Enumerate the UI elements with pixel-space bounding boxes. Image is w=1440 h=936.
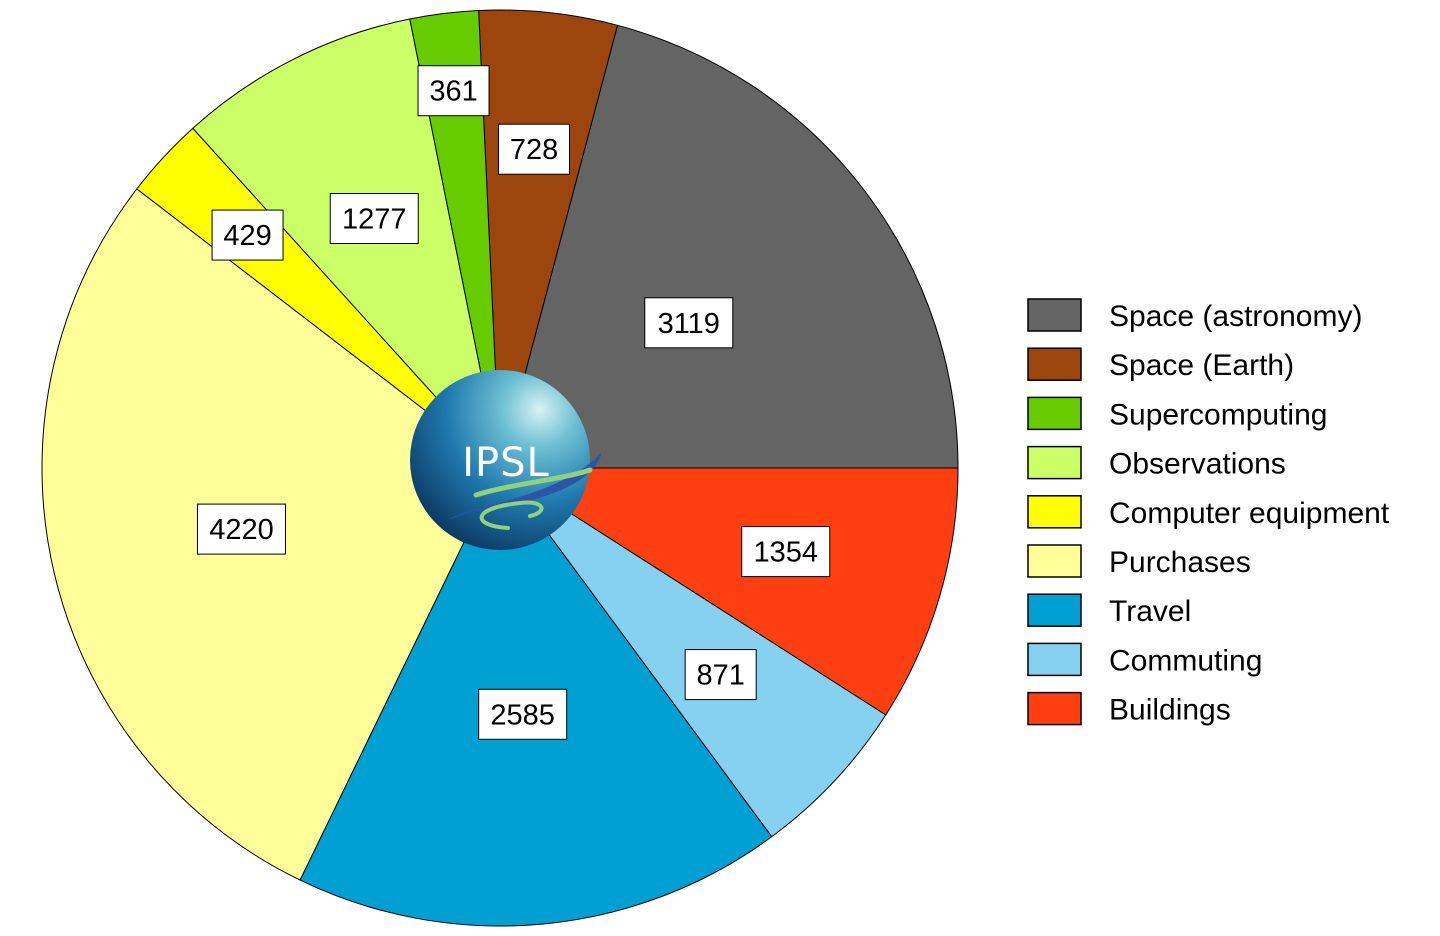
value-label-box (684, 649, 757, 701)
legend-item-space-astronomy: Space (astronomy) (1027, 298, 1362, 333)
legend-item-buildings: Buildings (1027, 691, 1231, 727)
value-label-space-earth: 728 (498, 123, 571, 175)
logo-globe (410, 370, 590, 550)
logo-swoosh-blue (448, 452, 602, 520)
legend-item-commuting: Commuting (1027, 642, 1262, 677)
value-label-box (644, 297, 734, 349)
slice-space-astronomy (499, 24, 959, 469)
legend-item-travel: Travel (1027, 593, 1191, 628)
legend-swatch (1027, 445, 1082, 480)
legend-item-observations: Observations (1027, 445, 1286, 481)
legend: Space (astronomy) Space (Earth) Supercompu… (1027, 298, 1390, 727)
legend-label: Travel (1109, 595, 1191, 628)
value-label-text: 1354 (753, 537, 818, 569)
slice-value-labels: 3119 728 361 1277 429 4220 2585 871 1354 (196, 65, 831, 740)
logo-swoosh-green-inner (479, 500, 544, 530)
value-label-box (498, 123, 571, 175)
value-label-buildings: 1354 (741, 526, 831, 578)
value-label-text: 1277 (342, 204, 407, 236)
legend-swatch (1027, 396, 1082, 431)
value-label-text: 871 (696, 660, 744, 692)
value-label-text: 728 (510, 134, 558, 166)
legend-swatch (1027, 691, 1082, 726)
legend-label: Space (Earth) (1109, 349, 1294, 382)
value-label-text: 2585 (490, 699, 555, 731)
value-label-commuting: 871 (684, 649, 757, 701)
legend-label: Purchases (1109, 546, 1251, 579)
value-label-box (417, 65, 490, 117)
value-label-text: 429 (223, 220, 271, 252)
slice-buildings (498, 467, 959, 716)
legend-swatch (1027, 544, 1082, 578)
legend-item-purchases: Purchases (1027, 544, 1251, 579)
ipsl-logo: IPSL (410, 370, 602, 550)
value-label-box (329, 193, 419, 245)
legend-item-computer-equipment: Computer equipment (1027, 495, 1390, 530)
legend-swatch (1027, 593, 1082, 627)
value-label-observations: 1277 (329, 193, 419, 245)
legend-label: Commuting (1109, 644, 1262, 677)
value-label-box (196, 503, 286, 555)
logo-text: IPSL (462, 440, 550, 486)
value-label-text: 361 (429, 76, 477, 108)
legend-swatch (1027, 642, 1082, 677)
legend-label: Buildings (1109, 694, 1231, 727)
value-label-computer-equipment: 429 (211, 209, 284, 261)
legend-swatch (1027, 347, 1082, 381)
value-label-travel: 2585 (478, 688, 568, 740)
legend-label: Observations (1109, 448, 1286, 481)
value-label-text: 3119 (658, 308, 720, 340)
logo-swoosh-green (473, 467, 593, 498)
value-label-purchases: 4220 (196, 503, 286, 555)
value-label-box (478, 688, 568, 740)
value-label-box (741, 526, 831, 578)
value-label-supercomputing: 361 (417, 65, 490, 117)
legend-item-supercomputing: Supercomputing (1027, 396, 1327, 431)
legend-swatch (1027, 298, 1082, 332)
legend-swatch (1027, 495, 1082, 529)
value-label-text: 4220 (209, 514, 274, 546)
value-label-box (211, 209, 284, 261)
legend-label: Computer equipment (1109, 497, 1390, 530)
legend-label: Supercomputing (1109, 398, 1327, 431)
legend-item-space-earth: Space (Earth) (1027, 347, 1294, 382)
legend-label: Space (astronomy) (1109, 300, 1362, 333)
value-label-space-astronomy: 3119 (644, 297, 734, 349)
